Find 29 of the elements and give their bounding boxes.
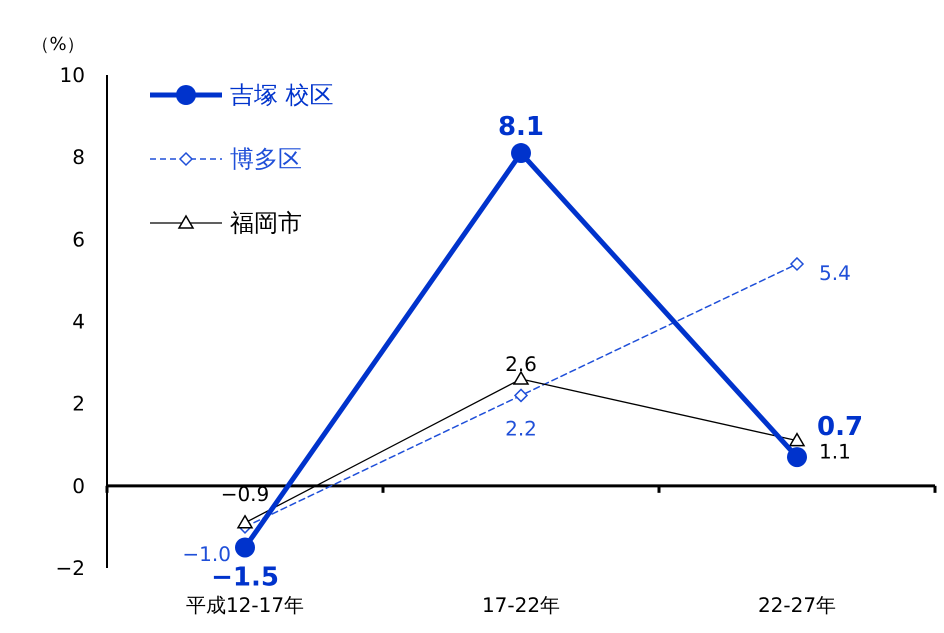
data-label: 8.1 <box>498 112 544 142</box>
data-label: 2.2 <box>505 416 537 440</box>
point <box>237 515 253 529</box>
point <box>511 143 531 164</box>
y-tick-label: 2 <box>72 392 85 416</box>
point <box>790 257 804 271</box>
point <box>514 388 528 402</box>
y-tick-label: 0 <box>72 474 85 498</box>
legend-label: 吉塚 校区 <box>230 81 334 109</box>
legend-label: 福岡市 <box>230 209 302 237</box>
x-tick-label: 17-22年 <box>482 593 560 617</box>
x-tick-label: 22-27年 <box>758 593 836 617</box>
y-tick-label: 10 <box>60 63 85 87</box>
y-tick-label: 6 <box>72 227 85 252</box>
y-tick-label: 4 <box>72 310 85 334</box>
data-label: 2.6 <box>505 352 537 376</box>
data-label: 5.4 <box>819 260 851 285</box>
x-tick-label: 平成12-17年 <box>186 593 304 617</box>
legend-label: 博多区 <box>230 145 302 173</box>
data-label: 0.7 <box>817 412 864 442</box>
y-tick-label: 8 <box>72 145 85 170</box>
point <box>513 371 529 385</box>
y-tick-label: −2 <box>56 556 85 580</box>
data-label: −0.9 <box>220 482 270 506</box>
y-axis-title: （%） <box>31 34 85 55</box>
point <box>789 432 805 446</box>
data-label: 1.1 <box>819 440 851 464</box>
point <box>235 537 255 558</box>
point <box>787 447 807 468</box>
